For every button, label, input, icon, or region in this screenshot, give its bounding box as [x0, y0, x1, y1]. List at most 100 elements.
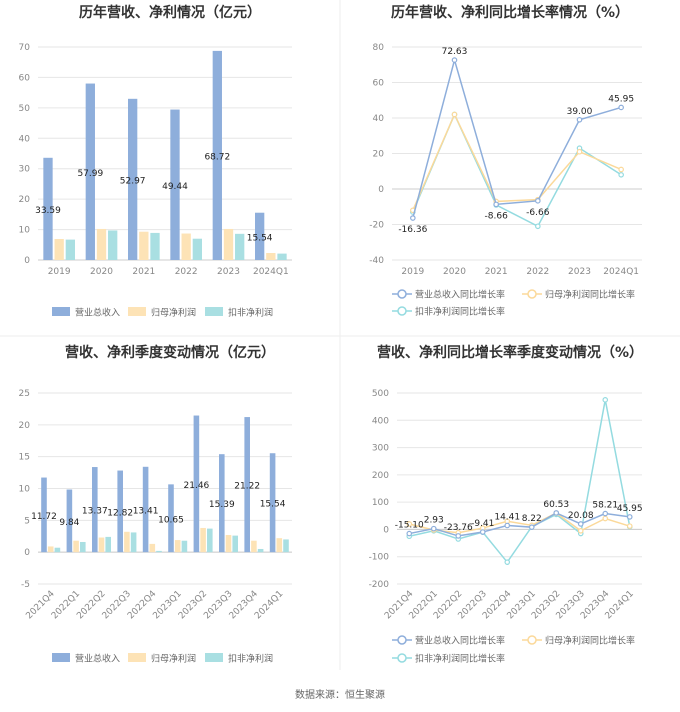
line-point-1 — [577, 521, 584, 527]
x-tick-label: 2021 — [132, 267, 155, 277]
line-series-1 — [412, 57, 622, 219]
legend-label: 扣非净利润同比增长率 — [415, 653, 505, 665]
bar-2 — [54, 239, 64, 260]
bar-2 — [276, 538, 283, 553]
x-tick-label: 2023 — [568, 267, 591, 277]
y-tick-label: 70 — [19, 43, 31, 53]
data-label: 52.97 — [120, 176, 146, 186]
data-label: -6.66 — [526, 208, 550, 218]
y-tick-label: 100 — [372, 498, 389, 508]
data-label: 68.72 — [204, 152, 230, 162]
y-tick-label: 40 — [373, 114, 385, 124]
x-tick-label: 2023 — [217, 267, 240, 277]
bar-1 — [168, 484, 174, 553]
legend-label: 归母净利润 — [151, 653, 196, 665]
bar-1 — [66, 489, 73, 553]
line-point-2 — [626, 523, 633, 529]
data-label: 15.54 — [260, 500, 286, 510]
line-point-1 — [504, 522, 511, 529]
legend-swatch — [205, 307, 223, 316]
source-caption: 数据来源：恒生聚源 — [295, 688, 385, 701]
data-label: 72.63 — [442, 47, 468, 57]
data-label: 11.72 — [31, 512, 57, 522]
bar-3 — [232, 535, 238, 553]
y-tick-label: 0 — [24, 548, 30, 558]
data-label: 39.00 — [567, 107, 593, 117]
y-tick-label: 60 — [19, 73, 31, 83]
line-point-1 — [410, 215, 416, 221]
y-tick-label: 15 — [19, 453, 30, 463]
legend-swatch — [128, 653, 146, 662]
bar-3 — [54, 547, 61, 553]
legend-swatch — [205, 653, 223, 662]
data-label: -9.41 — [471, 519, 494, 529]
data-label: 20.08 — [568, 511, 594, 521]
data-label: 33.59 — [35, 206, 61, 216]
bar-2 — [124, 531, 130, 553]
legend-label: 归母净利润同比增长率 — [545, 289, 635, 301]
bar-3 — [192, 238, 202, 260]
bar-2 — [251, 540, 257, 553]
legend-label: 营业总收入同比增长率 — [415, 635, 505, 647]
bar-1 — [170, 109, 180, 260]
data-label: 58.21 — [592, 501, 618, 511]
bar-3 — [150, 232, 160, 260]
y-tick-label: 30 — [19, 165, 31, 175]
y-tick-label: 0 — [383, 525, 389, 535]
line-point-3 — [618, 172, 624, 178]
chart-1: 历年营收、净利情况（亿元） 0 10 20 30 40 50 60 70 2019 2020 2021… — [19, 4, 292, 319]
data-label: 13.41 — [133, 506, 159, 516]
bar-2 — [73, 540, 79, 553]
line-point-2 — [618, 166, 624, 173]
bar-2 — [98, 537, 105, 553]
bar-3 — [130, 532, 137, 553]
y-tick-label: 0 — [24, 256, 30, 266]
y-tick-label: 60 — [373, 79, 385, 89]
bar-2 — [223, 228, 234, 260]
bar-1 — [128, 98, 138, 260]
bar-1 — [255, 212, 265, 260]
bar-2 — [174, 540, 181, 553]
line-point-3 — [602, 397, 609, 403]
y-tick-label: 0 — [378, 185, 384, 195]
bar-1 — [142, 466, 149, 553]
data-label: -8.66 — [485, 211, 509, 221]
legend-label: 营业总收入 — [75, 653, 120, 665]
line-point-3 — [504, 559, 511, 565]
bar-2 — [96, 228, 107, 260]
y-tick-label: 500 — [372, 389, 389, 399]
bar-1 — [117, 470, 123, 553]
y-tick-label: -200 — [369, 580, 390, 590]
bar-3 — [156, 550, 162, 553]
legend-swatch-marker — [397, 653, 407, 663]
bar-3 — [80, 541, 86, 553]
bar-3 — [235, 233, 245, 260]
chart-4: 营收、净利同比增长率季度变动情况（%） -200 -100 0 100 200 300 400… — [369, 344, 643, 665]
data-label: 2.93 — [424, 516, 444, 526]
legend-label: 归母净利润同比增长率 — [545, 635, 635, 647]
legend-label: 营业总收入 — [75, 307, 120, 319]
line-point-3 — [535, 223, 541, 230]
data-label: 45.95 — [617, 504, 643, 514]
chart-title: 历年营收、净利同比增长率情况（%） — [391, 4, 629, 21]
line-point-1 — [576, 116, 583, 123]
line-point-2 — [602, 515, 609, 522]
x-tick-label: 2022 — [175, 267, 198, 277]
bar-2 — [47, 546, 54, 553]
legend-swatch-marker — [397, 306, 407, 316]
y-tick-label: -100 — [369, 553, 390, 563]
data-label: 49.44 — [162, 182, 188, 192]
line-point-2 — [576, 148, 583, 155]
x-tick-label: 2024Q1 — [603, 267, 639, 277]
chart-title: 营收、净利同比增长率季度变动情况（%） — [377, 344, 643, 361]
x-tick-label: 2024Q1 — [253, 267, 289, 277]
legend-swatch-marker — [397, 635, 407, 645]
data-label: -15.10 — [395, 521, 424, 531]
legend-label: 扣非净利润 — [228, 653, 273, 665]
bar-3 — [105, 536, 111, 553]
y-tick-label: 400 — [372, 416, 389, 426]
bar-3 — [283, 539, 289, 553]
data-label: 13.37 — [82, 507, 108, 517]
x-tick-label: 2019 — [48, 267, 71, 277]
